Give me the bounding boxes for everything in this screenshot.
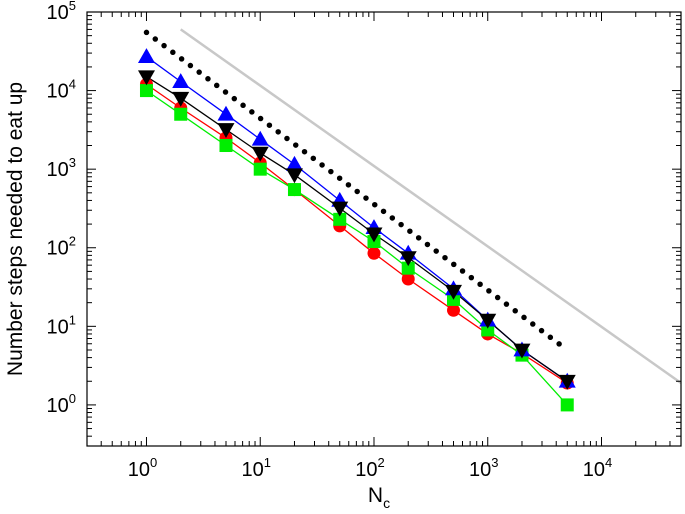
series-3-point-5: [331, 201, 349, 217]
x-tick-label-4: 104: [583, 455, 612, 481]
series-3-point-1: [172, 91, 190, 107]
series-0-line: [146, 83, 568, 384]
series-2-point-0: [137, 48, 155, 64]
y-tick-label-4: 104: [47, 77, 76, 103]
plot-frame: [86, 11, 682, 447]
x-tick-label-3: 103: [469, 455, 498, 481]
series-2-point-2: [217, 105, 235, 121]
series-3-point-11: [558, 374, 576, 390]
series-1-line: [146, 90, 568, 406]
series-3-point-4: [285, 168, 303, 184]
x-tick-label-0: 100: [128, 455, 157, 481]
series-1-point-2: [219, 139, 233, 153]
axis-ticks-layer: [86, 11, 682, 447]
series-lines-layer: [143, 28, 682, 406]
series-3-point-3: [251, 146, 269, 162]
series-1-point-11: [560, 398, 574, 412]
y-tick-label-5: 105: [47, 0, 76, 24]
series-3-point-8: [444, 284, 462, 300]
series-2-point-3: [251, 130, 269, 146]
series-5-line: [179, 28, 682, 385]
y-axis-label: Number steps needed to eat up: [4, 82, 27, 376]
series-3-point-7: [399, 251, 417, 267]
series-markers-layer: [137, 48, 576, 412]
series-3-line: [146, 76, 568, 382]
x-axis-label: Nc: [368, 484, 390, 511]
series-2-point-1: [172, 73, 190, 89]
series-3-point-9: [479, 313, 497, 329]
series-1-point-1: [174, 107, 188, 121]
series-2-line: [146, 56, 568, 382]
series-1-point-3: [253, 162, 267, 176]
y-tick-label-3: 103: [47, 155, 76, 181]
x-tick-label-1: 101: [241, 455, 270, 481]
series-3-point-10: [513, 343, 531, 359]
series-0-point-8: [446, 303, 460, 317]
series-4-line: [143, 29, 570, 353]
tick-labels-layer: 100 101 102 103 104 100 101 102 103 104 105: [47, 0, 613, 481]
series-0-point-6: [367, 246, 381, 260]
series-1-point-9: [481, 323, 495, 337]
series-1-point-5: [333, 212, 347, 226]
series-1-point-0: [139, 84, 153, 98]
series-3-point-0: [137, 70, 155, 86]
series-1-point-4: [287, 183, 301, 197]
series-0-point-7: [401, 272, 415, 286]
series-2-point-4: [285, 155, 303, 171]
series-3-point-2: [217, 123, 235, 138]
y-tick-label-2: 102: [47, 234, 76, 260]
y-tick-label-1: 101: [47, 312, 76, 338]
series-3-point-6: [365, 227, 383, 243]
series-1-point-7: [401, 261, 415, 275]
x-tick-label-2: 102: [355, 455, 384, 481]
y-tick-label-0: 100: [47, 391, 76, 417]
